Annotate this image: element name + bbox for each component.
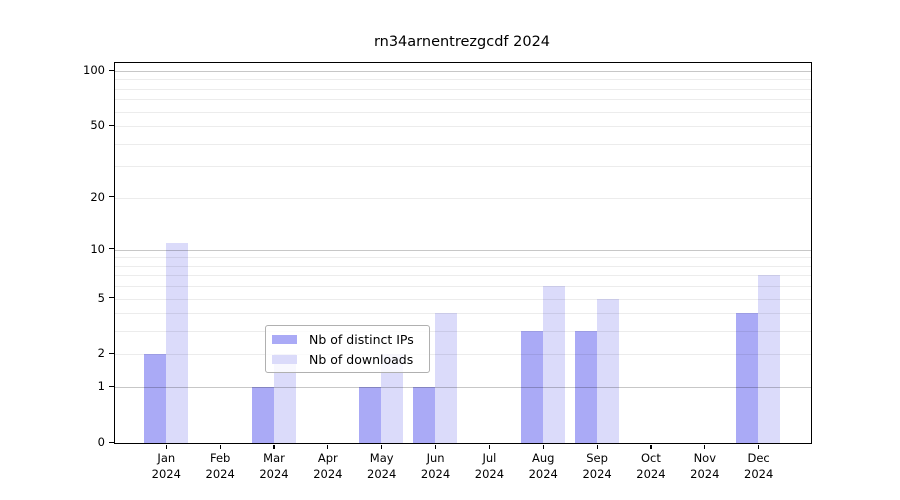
minor-gridline xyxy=(115,354,811,356)
x-tick-label-feb: Feb 2024 xyxy=(205,451,235,481)
minor-gridline xyxy=(115,79,811,81)
y-tick-mark xyxy=(109,124,114,126)
x-tick-mark xyxy=(542,444,544,449)
x-tick-mark xyxy=(758,444,760,449)
x-tick-mark xyxy=(165,444,167,449)
bar-distinct-ips-may xyxy=(359,387,382,443)
x-tick-mark xyxy=(704,444,706,449)
x-tick-mark xyxy=(327,444,329,449)
x-tick-label-dec: Dec 2024 xyxy=(744,451,774,481)
y-tick-label: 10 xyxy=(90,241,105,256)
legend: Nb of distinct IPs Nb of downloads xyxy=(265,325,430,373)
x-tick-mark xyxy=(434,444,437,449)
bar-distinct-ips-aug xyxy=(520,331,543,443)
y-tick-label: 0 xyxy=(97,435,105,449)
minor-gridline xyxy=(115,143,811,145)
y-tick-label: 50 xyxy=(90,118,105,133)
bar-distinct-ips-mar xyxy=(251,387,274,443)
bar-downloads-sep xyxy=(596,298,619,443)
bar-downloads-may xyxy=(381,354,404,443)
bar-downloads-aug xyxy=(542,286,565,443)
bar-downloads-dec xyxy=(758,275,781,443)
minor-gridline xyxy=(115,286,811,288)
minor-gridline xyxy=(115,111,811,113)
minor-gridline xyxy=(115,166,811,168)
minor-gridline xyxy=(115,265,811,267)
x-tick-label-aug: Aug 2024 xyxy=(528,451,558,481)
x-tick-label-sep: Sep 2024 xyxy=(582,451,612,481)
x-tick-mark xyxy=(219,444,221,449)
bar-downloads-jan xyxy=(166,242,188,443)
y-tick-mark xyxy=(109,248,114,250)
minor-gridline xyxy=(115,197,811,199)
legend-entry: Nb of distinct IPs xyxy=(272,331,423,347)
x-tick-label-mar: Mar 2024 xyxy=(259,451,289,481)
x-tick-label-may: May 2024 xyxy=(367,451,397,481)
bar-downloads-mar xyxy=(273,354,296,443)
x-tick-label-jun: Jun 2024 xyxy=(420,451,451,481)
bar-distinct-ips-jan xyxy=(144,354,166,443)
legend-label: Nb of distinct IPs xyxy=(309,331,414,347)
x-tick-mark xyxy=(488,444,490,449)
x-tick-mark xyxy=(273,444,275,449)
x-tick-label-nov: Nov 2024 xyxy=(690,451,720,481)
y-tick-label: 1 xyxy=(97,379,105,394)
y-tick-label: 2 xyxy=(97,346,105,361)
x-tick-label-jan: Jan 2024 xyxy=(151,451,181,481)
minor-gridline xyxy=(115,99,811,101)
x-tick-label-oct: Oct 2024 xyxy=(636,451,666,481)
x-tick-mark xyxy=(596,444,598,449)
downloads-swatch xyxy=(272,354,297,364)
y-tick-mark xyxy=(109,69,114,71)
minor-gridline xyxy=(115,313,811,315)
y-tick-mark xyxy=(109,441,114,443)
legend-entry: Nb of downloads xyxy=(272,351,423,367)
chart-title: rn34arnentrezgcdf 2024 xyxy=(373,34,551,50)
y-tick-label: 20 xyxy=(90,189,105,204)
distinct-ips-swatch xyxy=(272,334,297,344)
x-tick-label-jul: Jul 2024 xyxy=(474,451,505,481)
bar-distinct-ips-dec xyxy=(736,313,759,443)
minor-gridline xyxy=(115,298,811,300)
minor-gridline xyxy=(115,257,811,259)
minor-gridline xyxy=(115,331,811,333)
legend-label: Nb of downloads xyxy=(309,351,414,367)
y-tick-mark xyxy=(109,196,114,198)
x-tick-label-apr: Apr 2024 xyxy=(313,451,343,481)
major-gridline xyxy=(115,387,811,389)
bar-downloads-jun xyxy=(435,313,458,443)
y-tick-label: 5 xyxy=(97,290,105,305)
x-tick-mark xyxy=(381,444,383,449)
bar-distinct-ips-jun xyxy=(413,387,436,443)
major-gridline xyxy=(115,249,811,251)
major-gridline xyxy=(115,71,811,72)
minor-gridline xyxy=(115,275,811,277)
y-tick-label: 100 xyxy=(83,63,105,77)
bar-distinct-ips-sep xyxy=(574,331,597,443)
y-tick-mark xyxy=(109,352,114,355)
minor-gridline xyxy=(115,88,811,90)
minor-gridline xyxy=(115,126,811,128)
y-tick-mark xyxy=(109,297,114,299)
y-tick-mark xyxy=(109,385,114,387)
x-tick-mark xyxy=(650,444,652,449)
plot-area xyxy=(114,62,812,444)
